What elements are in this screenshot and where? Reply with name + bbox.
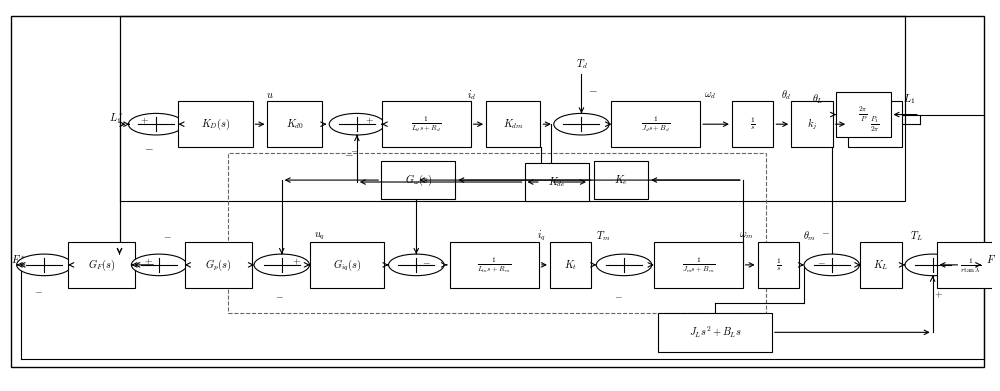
FancyBboxPatch shape xyxy=(550,242,591,288)
Text: $G_p(s)$: $G_p(s)$ xyxy=(205,257,232,273)
FancyBboxPatch shape xyxy=(178,101,253,147)
Circle shape xyxy=(596,254,652,276)
Circle shape xyxy=(254,254,309,276)
FancyBboxPatch shape xyxy=(658,313,772,352)
Circle shape xyxy=(128,113,184,135)
FancyBboxPatch shape xyxy=(758,242,799,288)
Text: $\frac{1}{L_m s+R_m}$: $\frac{1}{L_m s+R_m}$ xyxy=(477,255,511,274)
Text: $-$: $-$ xyxy=(588,84,598,95)
Text: $\frac{1}{s}$: $\frac{1}{s}$ xyxy=(776,257,781,273)
Text: $F^*$: $F^*$ xyxy=(11,253,25,265)
Text: $-$: $-$ xyxy=(144,142,154,152)
Text: $\omega_m$: $\omega_m$ xyxy=(739,231,754,241)
Text: $\frac{1}{L_d s+R_d}$: $\frac{1}{L_d s+R_d}$ xyxy=(411,115,441,134)
Circle shape xyxy=(131,254,187,276)
FancyBboxPatch shape xyxy=(450,242,539,288)
Text: $\frac{1}{r\tan\lambda}$: $\frac{1}{r\tan\lambda}$ xyxy=(960,256,981,274)
Text: $T_m$: $T_m$ xyxy=(596,229,610,243)
FancyBboxPatch shape xyxy=(381,161,455,199)
Text: $K_t$: $K_t$ xyxy=(564,258,577,272)
FancyBboxPatch shape xyxy=(937,242,1000,288)
Text: $J_L s^2+B_L s$: $J_L s^2+B_L s$ xyxy=(689,325,741,340)
Text: $K_{d0}$: $K_{d0}$ xyxy=(286,117,304,131)
Text: $G_{iq}(s)$: $G_{iq}(s)$ xyxy=(333,257,361,273)
Text: $-$: $-$ xyxy=(821,226,830,236)
Text: $K_{de}$: $K_{de}$ xyxy=(548,175,566,189)
Text: $k_j$: $k_j$ xyxy=(807,117,817,132)
FancyBboxPatch shape xyxy=(525,163,589,201)
Text: $G_F(s)$: $G_F(s)$ xyxy=(88,257,115,273)
FancyBboxPatch shape xyxy=(791,101,833,147)
Circle shape xyxy=(17,254,72,276)
Text: $G_{\omega}(s)$: $G_{\omega}(s)$ xyxy=(405,172,432,188)
Text: $-$: $-$ xyxy=(163,230,171,240)
Circle shape xyxy=(389,254,444,276)
Text: $K_L$: $K_L$ xyxy=(873,258,889,272)
Text: $+$: $+$ xyxy=(365,116,374,126)
Text: $\frac{2\pi}{P}$: $\frac{2\pi}{P}$ xyxy=(858,105,868,124)
FancyBboxPatch shape xyxy=(848,101,902,147)
Text: $+$: $+$ xyxy=(292,256,301,267)
Text: $-$: $-$ xyxy=(422,257,431,267)
Text: $\omega_d$: $\omega_d$ xyxy=(704,90,716,100)
Text: $L_1^*$: $L_1^*$ xyxy=(109,111,123,126)
Text: $F$: $F$ xyxy=(986,253,996,265)
FancyBboxPatch shape xyxy=(654,242,743,288)
Text: $K_D(s)$: $K_D(s)$ xyxy=(201,117,230,132)
Text: $\frac{1}{J_m s+B_m}$: $\frac{1}{J_m s+B_m}$ xyxy=(682,255,715,274)
FancyBboxPatch shape xyxy=(267,101,322,147)
Text: $K_{dm}$: $K_{dm}$ xyxy=(503,117,524,131)
Text: $u_q$: $u_q$ xyxy=(314,230,325,242)
Text: $-$: $-$ xyxy=(275,290,284,300)
FancyBboxPatch shape xyxy=(860,242,902,288)
Text: $-$: $-$ xyxy=(817,257,826,267)
Text: $\theta_d$: $\theta_d$ xyxy=(781,88,792,102)
Text: $-$: $-$ xyxy=(344,148,354,158)
FancyBboxPatch shape xyxy=(486,101,540,147)
Circle shape xyxy=(329,113,385,135)
FancyBboxPatch shape xyxy=(185,242,252,288)
FancyBboxPatch shape xyxy=(594,161,648,199)
FancyBboxPatch shape xyxy=(732,101,773,147)
Circle shape xyxy=(905,254,960,276)
Text: $i_d$: $i_d$ xyxy=(467,88,476,102)
Text: $\frac{1}{J_d s+B_d}$: $\frac{1}{J_d s+B_d}$ xyxy=(641,115,670,134)
Circle shape xyxy=(554,113,609,135)
Text: $\frac{1}{s}$: $\frac{1}{s}$ xyxy=(750,116,755,133)
Text: $-$: $-$ xyxy=(350,144,358,154)
Text: $K_e$: $K_e$ xyxy=(614,173,628,187)
Text: $u$: $u$ xyxy=(266,90,274,100)
Text: $+$: $+$ xyxy=(144,256,153,267)
Circle shape xyxy=(804,254,859,276)
Text: $-$: $-$ xyxy=(34,285,43,295)
Text: $i_q$: $i_q$ xyxy=(537,229,546,243)
Text: $+$: $+$ xyxy=(140,116,149,126)
FancyBboxPatch shape xyxy=(382,101,471,147)
Text: $-$: $-$ xyxy=(614,290,622,300)
Text: $+$: $+$ xyxy=(934,290,943,300)
FancyBboxPatch shape xyxy=(836,92,891,137)
Text: $\frac{P_1}{2\pi}$: $\frac{P_1}{2\pi}$ xyxy=(870,115,880,134)
Text: $\theta_m$: $\theta_m$ xyxy=(803,229,817,243)
FancyBboxPatch shape xyxy=(68,242,135,288)
Text: $T_L$: $T_L$ xyxy=(910,229,923,243)
Text: $\theta_L$: $\theta_L$ xyxy=(812,92,824,106)
Text: $T_d$: $T_d$ xyxy=(576,57,587,71)
FancyBboxPatch shape xyxy=(310,242,384,288)
FancyBboxPatch shape xyxy=(611,101,700,147)
Text: $L_1$: $L_1$ xyxy=(903,92,915,106)
